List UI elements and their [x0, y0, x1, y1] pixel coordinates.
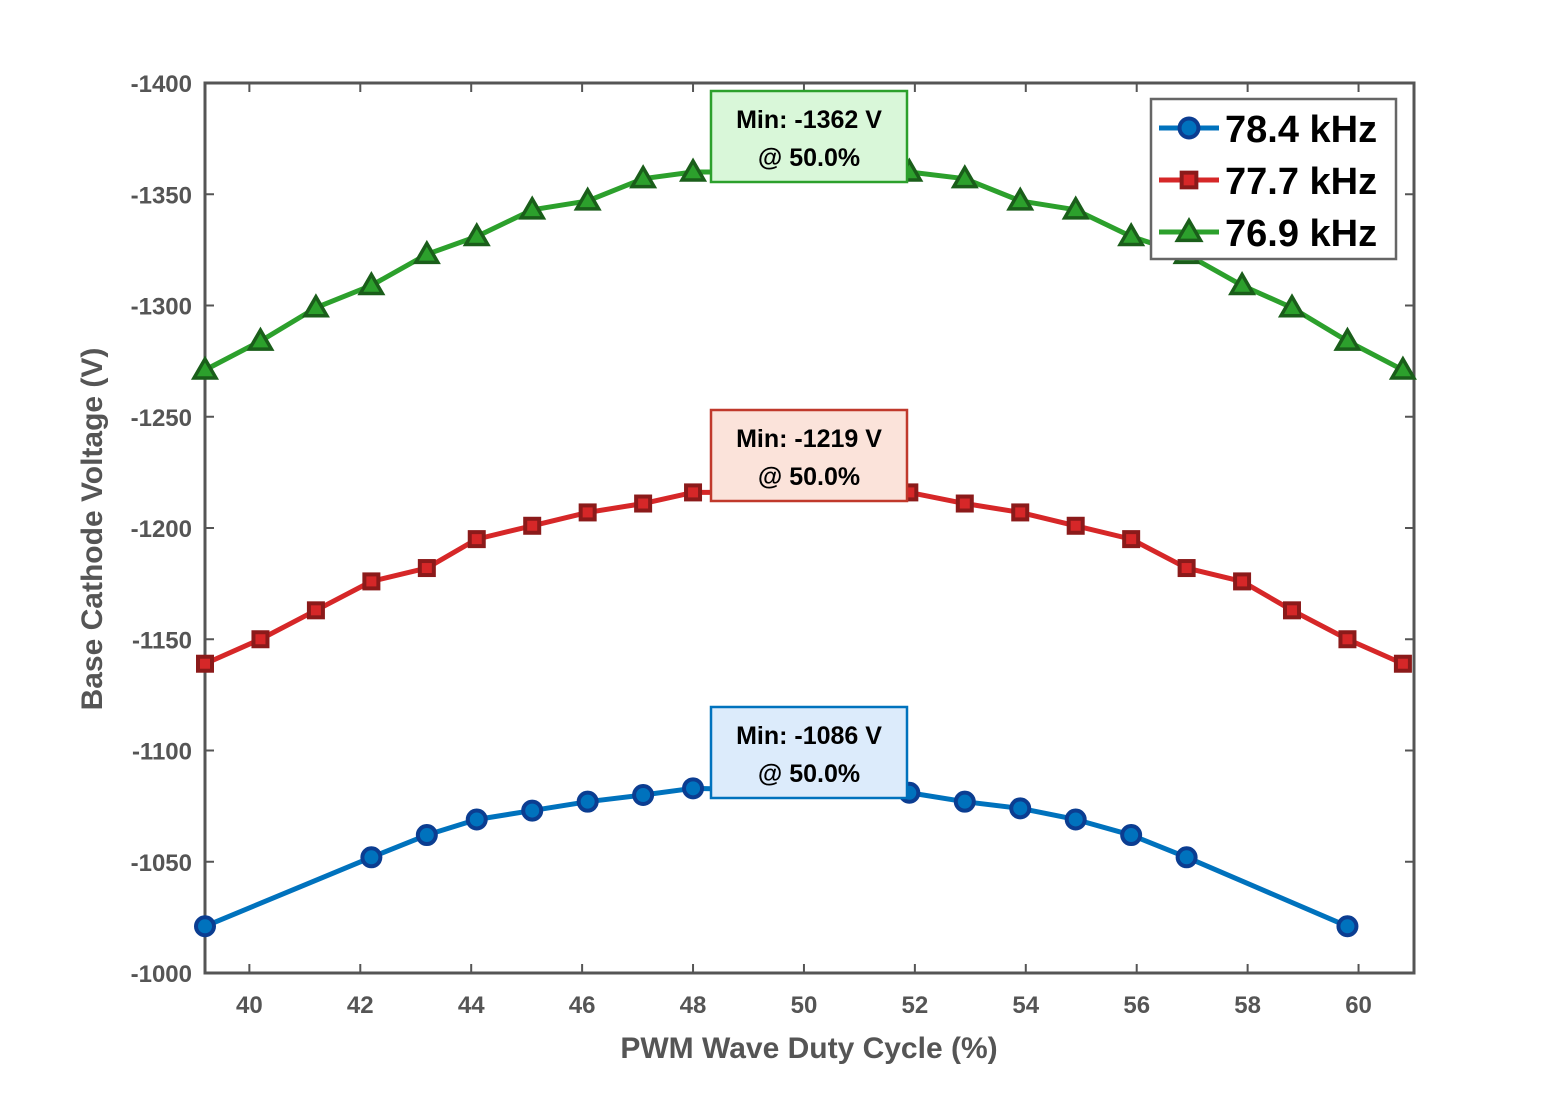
x-tick-label: 54	[1012, 992, 1039, 1019]
y-tick-label: -1300	[131, 294, 192, 321]
y-tick-label: -1000	[131, 961, 192, 988]
data-point	[306, 601, 325, 620]
x-tick-label: 48	[680, 992, 707, 1019]
data-point	[465, 808, 488, 831]
legend-label: 77.7 kHz	[1225, 161, 1377, 203]
data-point	[1277, 293, 1307, 318]
x-tick-label: 60	[1345, 992, 1372, 1019]
data-point	[190, 355, 220, 380]
annotation-layer: Min: -1362 V@ 50.0%Min: -1219 V@ 50.0%Mi…	[709, 89, 909, 800]
x-tick-label: 42	[347, 992, 374, 1019]
data-point	[1338, 630, 1357, 649]
data-point	[1009, 797, 1032, 820]
data-point	[251, 630, 270, 649]
legend-entry: 77.7 kHz	[1159, 161, 1377, 203]
data-point	[246, 326, 275, 351]
data-point	[1233, 572, 1252, 591]
y-tick-label: -1100	[132, 739, 192, 766]
legend-swatch-marker	[1179, 170, 1199, 190]
data-point	[415, 824, 438, 847]
data-point	[632, 784, 655, 806]
data-point	[950, 164, 979, 189]
data-point	[417, 559, 436, 578]
ticks: 40 42 44 46 48 50 52 54 56 58 60 -1000 -1050 -1100 -11…	[131, 71, 1414, 1019]
legend-swatch-marker	[1174, 216, 1204, 243]
data-point	[1228, 270, 1257, 296]
annotation-box: Min: -1362 V @ 50.0%	[709, 89, 909, 184]
data-point	[1333, 326, 1362, 351]
x-tick-label: 50	[791, 992, 818, 1019]
annotation-min-label: Min: -1362 V	[736, 106, 882, 134]
data-point	[573, 186, 602, 211]
x-tick-label: 44	[458, 992, 485, 1019]
legend-label: 78.4 kHz	[1225, 109, 1377, 151]
data-point	[1061, 195, 1090, 220]
data-point	[629, 164, 658, 189]
data-point	[1006, 186, 1035, 211]
data-point	[682, 777, 705, 800]
data-point	[1064, 808, 1087, 831]
data-point	[1117, 222, 1146, 247]
y-tick-label: -1400	[131, 71, 192, 98]
legend-swatch-marker	[1177, 116, 1201, 140]
data-point	[301, 293, 330, 318]
data-point	[576, 790, 599, 813]
data-point	[357, 270, 386, 296]
data-point	[1066, 516, 1085, 535]
x-tick-label: 46	[569, 992, 596, 1019]
data-point	[467, 530, 486, 549]
data-point	[360, 846, 383, 869]
data-point	[634, 494, 653, 513]
legend-entry: 76.9 kHz	[1159, 213, 1377, 255]
annotation-min-label: Min: -1219 V	[736, 425, 882, 453]
annotation-box: Min: -1086 V @ 50.0%	[709, 705, 909, 800]
annotation-background	[709, 89, 909, 184]
x-axis-label: PWM Wave Duty Cycle (%)	[620, 1032, 997, 1065]
data-point	[194, 915, 216, 938]
x-tick-label: 52	[902, 992, 929, 1019]
data-point	[679, 157, 708, 182]
y-tick-label: -1050	[131, 850, 192, 877]
annotation-box: Min: -1219 V @ 50.0%	[709, 408, 909, 503]
y-tick-label: -1250	[131, 405, 192, 432]
data-point	[578, 503, 597, 522]
data-point	[1175, 846, 1198, 869]
data-point	[462, 222, 491, 247]
data-point	[1122, 530, 1141, 549]
data-point	[412, 239, 441, 265]
data-point	[953, 790, 976, 813]
data-point	[1120, 824, 1143, 847]
annotation-position-label: @ 50.0%	[758, 760, 860, 788]
series-78-4-khz	[194, 777, 1359, 938]
y-tick-label: -1150	[132, 627, 192, 654]
annotation-background	[709, 705, 909, 800]
legend-label: 76.9 kHz	[1225, 213, 1377, 255]
data-point	[362, 572, 381, 591]
data-point	[521, 799, 544, 822]
data-point	[523, 516, 542, 535]
data-point	[1388, 355, 1417, 380]
annotation-position-label: @ 50.0%	[758, 144, 860, 172]
data-point	[1282, 601, 1301, 620]
data-point	[196, 654, 214, 673]
data-point	[955, 494, 974, 513]
data-point	[684, 483, 703, 502]
data-point	[518, 195, 547, 220]
annotation-min-label: Min: -1086 V	[736, 722, 882, 750]
data-point	[1393, 654, 1412, 673]
y-tick-label: -1200	[131, 516, 192, 543]
legend-entry: 78.4 kHz	[1159, 109, 1377, 151]
data-point	[1011, 503, 1030, 522]
y-axis-label: Base Cathode Voltage (V)	[76, 348, 109, 711]
x-tick-label: 40	[236, 992, 263, 1019]
x-tick-label: 58	[1234, 992, 1261, 1019]
annotation-position-label: @ 50.0%	[758, 463, 860, 491]
legend: 78.4 kHz 77.7 kHz 76.9 kHz	[1149, 97, 1398, 261]
data-point	[1177, 559, 1196, 578]
annotation-background	[709, 408, 909, 503]
x-tick-label: 56	[1123, 992, 1150, 1019]
y-tick-label: -1350	[131, 182, 192, 209]
data-point	[1336, 915, 1359, 938]
